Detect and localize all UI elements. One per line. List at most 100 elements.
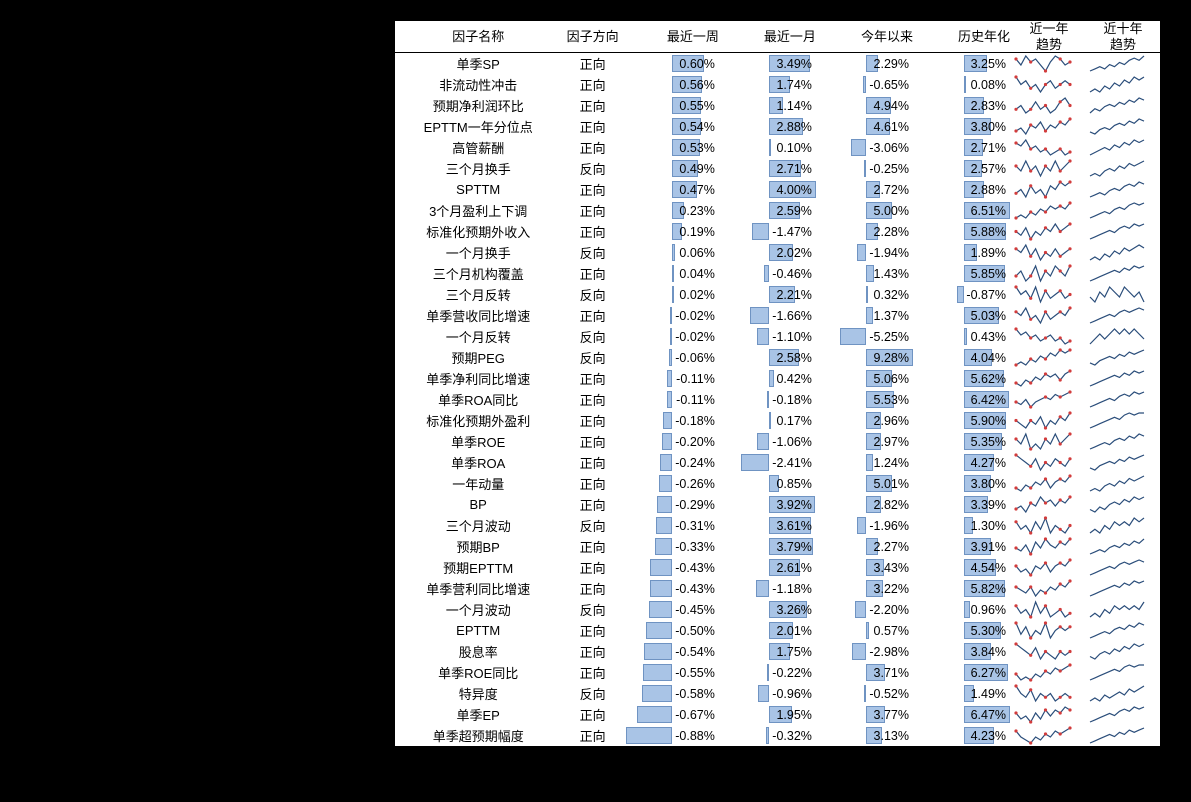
cell-w1: -0.06%: [624, 347, 721, 368]
cell-trend1y: [1012, 410, 1086, 431]
header-direction: 因子方向: [561, 21, 623, 53]
header-trend1y: 近一年 趋势: [1012, 21, 1086, 53]
cell-hist: 6.27%: [915, 662, 1012, 683]
cell-ytd: 5.00%: [818, 200, 915, 221]
cell-m1: 3.61%: [721, 515, 818, 536]
table-row: 单季营利同比增速 正向 -0.43% -1.18% 3.22% 5.82%: [395, 578, 1160, 599]
cell-m1: 3.79%: [721, 536, 818, 557]
cell-ytd: 2.28%: [818, 221, 915, 242]
cell-trend10y: [1086, 410, 1160, 431]
cell-ytd: 5.53%: [818, 389, 915, 410]
cell-m1: 3.26%: [721, 599, 818, 620]
cell-name: 单季ROA同比: [395, 389, 561, 410]
cell-trend10y: [1086, 263, 1160, 284]
cell-direction: 正向: [561, 725, 623, 746]
table-row: 单季SP 正向 0.60% 3.49% 2.29% 3.25%: [395, 53, 1160, 75]
cell-ytd: 5.01%: [818, 473, 915, 494]
cell-name: 标准化预期外收入: [395, 221, 561, 242]
cell-trend1y: [1012, 137, 1086, 158]
cell-trend1y: [1012, 452, 1086, 473]
cell-w1: -0.58%: [624, 683, 721, 704]
cell-m1: -0.22%: [721, 662, 818, 683]
cell-name: 一个月波动: [395, 599, 561, 620]
table-row: 单季ROA 正向 -0.24% -2.41% 1.24% 4.27%: [395, 452, 1160, 473]
cell-ytd: 0.57%: [818, 620, 915, 641]
cell-w1: 0.49%: [624, 158, 721, 179]
cell-hist: 0.96%: [915, 599, 1012, 620]
table-row: SPTTM 正向 0.47% 4.00% 2.72% 2.88%: [395, 179, 1160, 200]
cell-ytd: 3.22%: [818, 578, 915, 599]
cell-hist: 5.35%: [915, 431, 1012, 452]
cell-w1: 0.54%: [624, 116, 721, 137]
cell-name: 单季净利同比增速: [395, 368, 561, 389]
cell-direction: 正向: [561, 74, 623, 95]
cell-m1: -1.47%: [721, 221, 818, 242]
header-w1: 最近一周: [624, 21, 721, 53]
cell-m1: 4.00%: [721, 179, 818, 200]
cell-trend10y: [1086, 200, 1160, 221]
cell-hist: 5.90%: [915, 410, 1012, 431]
cell-hist: 3.91%: [915, 536, 1012, 557]
cell-trend1y: [1012, 368, 1086, 389]
cell-w1: -0.67%: [624, 704, 721, 725]
cell-trend1y: [1012, 641, 1086, 662]
cell-hist: 0.08%: [915, 74, 1012, 95]
cell-trend1y: [1012, 179, 1086, 200]
cell-w1: 0.53%: [624, 137, 721, 158]
cell-w1: -0.54%: [624, 641, 721, 662]
cell-ytd: -1.96%: [818, 515, 915, 536]
cell-hist: 3.84%: [915, 641, 1012, 662]
cell-ytd: 2.97%: [818, 431, 915, 452]
cell-ytd: 2.82%: [818, 494, 915, 515]
cell-direction: 正向: [561, 620, 623, 641]
cell-ytd: 1.43%: [818, 263, 915, 284]
cell-w1: 0.23%: [624, 200, 721, 221]
cell-trend1y: [1012, 305, 1086, 326]
table-row: 单季净利同比增速 正向 -0.11% 0.42% 5.06% 5.62%: [395, 368, 1160, 389]
cell-name: 三个月换手: [395, 158, 561, 179]
cell-m1: 1.74%: [721, 74, 818, 95]
cell-hist: 1.30%: [915, 515, 1012, 536]
cell-ytd: -3.06%: [818, 137, 915, 158]
cell-direction: 正向: [561, 116, 623, 137]
cell-trend10y: [1086, 305, 1160, 326]
cell-hist: 6.51%: [915, 200, 1012, 221]
cell-trend1y: [1012, 578, 1086, 599]
cell-m1: 0.17%: [721, 410, 818, 431]
cell-name: 预期PEG: [395, 347, 561, 368]
table-body: 单季SP 正向 0.60% 3.49% 2.29% 3.25% 非流动性冲击 正…: [395, 53, 1160, 747]
cell-w1: 0.56%: [624, 74, 721, 95]
cell-m1: 2.59%: [721, 200, 818, 221]
table-row: 预期PEG 反向 -0.06% 2.58% 9.28% 4.04%: [395, 347, 1160, 368]
cell-trend1y: [1012, 725, 1086, 746]
cell-m1: 3.92%: [721, 494, 818, 515]
cell-name: 标准化预期外盈利: [395, 410, 561, 431]
cell-hist: 5.30%: [915, 620, 1012, 641]
cell-m1: -1.18%: [721, 578, 818, 599]
table-row: 3个月盈利上下调 正向 0.23% 2.59% 5.00% 6.51%: [395, 200, 1160, 221]
cell-m1: -0.46%: [721, 263, 818, 284]
cell-trend10y: [1086, 704, 1160, 725]
cell-trend1y: [1012, 347, 1086, 368]
cell-direction: 反向: [561, 347, 623, 368]
cell-direction: 正向: [561, 578, 623, 599]
table-row: 一个月换手 反向 0.06% 2.02% -1.94% 1.89%: [395, 242, 1160, 263]
cell-name: SPTTM: [395, 179, 561, 200]
cell-m1: -0.18%: [721, 389, 818, 410]
cell-direction: 正向: [561, 95, 623, 116]
table-row: 三个月换手 反向 0.49% 2.71% -0.25% 2.57%: [395, 158, 1160, 179]
cell-name: 3个月盈利上下调: [395, 200, 561, 221]
cell-w1: -0.43%: [624, 578, 721, 599]
cell-direction: 正向: [561, 53, 623, 75]
cell-name: 三个月反转: [395, 284, 561, 305]
cell-trend10y: [1086, 158, 1160, 179]
cell-trend10y: [1086, 74, 1160, 95]
cell-trend1y: [1012, 389, 1086, 410]
cell-m1: 2.02%: [721, 242, 818, 263]
cell-trend10y: [1086, 95, 1160, 116]
table-row: EPTTM 正向 -0.50% 2.01% 0.57% 5.30%: [395, 620, 1160, 641]
cell-name: 单季营收同比增速: [395, 305, 561, 326]
cell-direction: 反向: [561, 599, 623, 620]
cell-direction: 正向: [561, 200, 623, 221]
cell-trend1y: [1012, 242, 1086, 263]
